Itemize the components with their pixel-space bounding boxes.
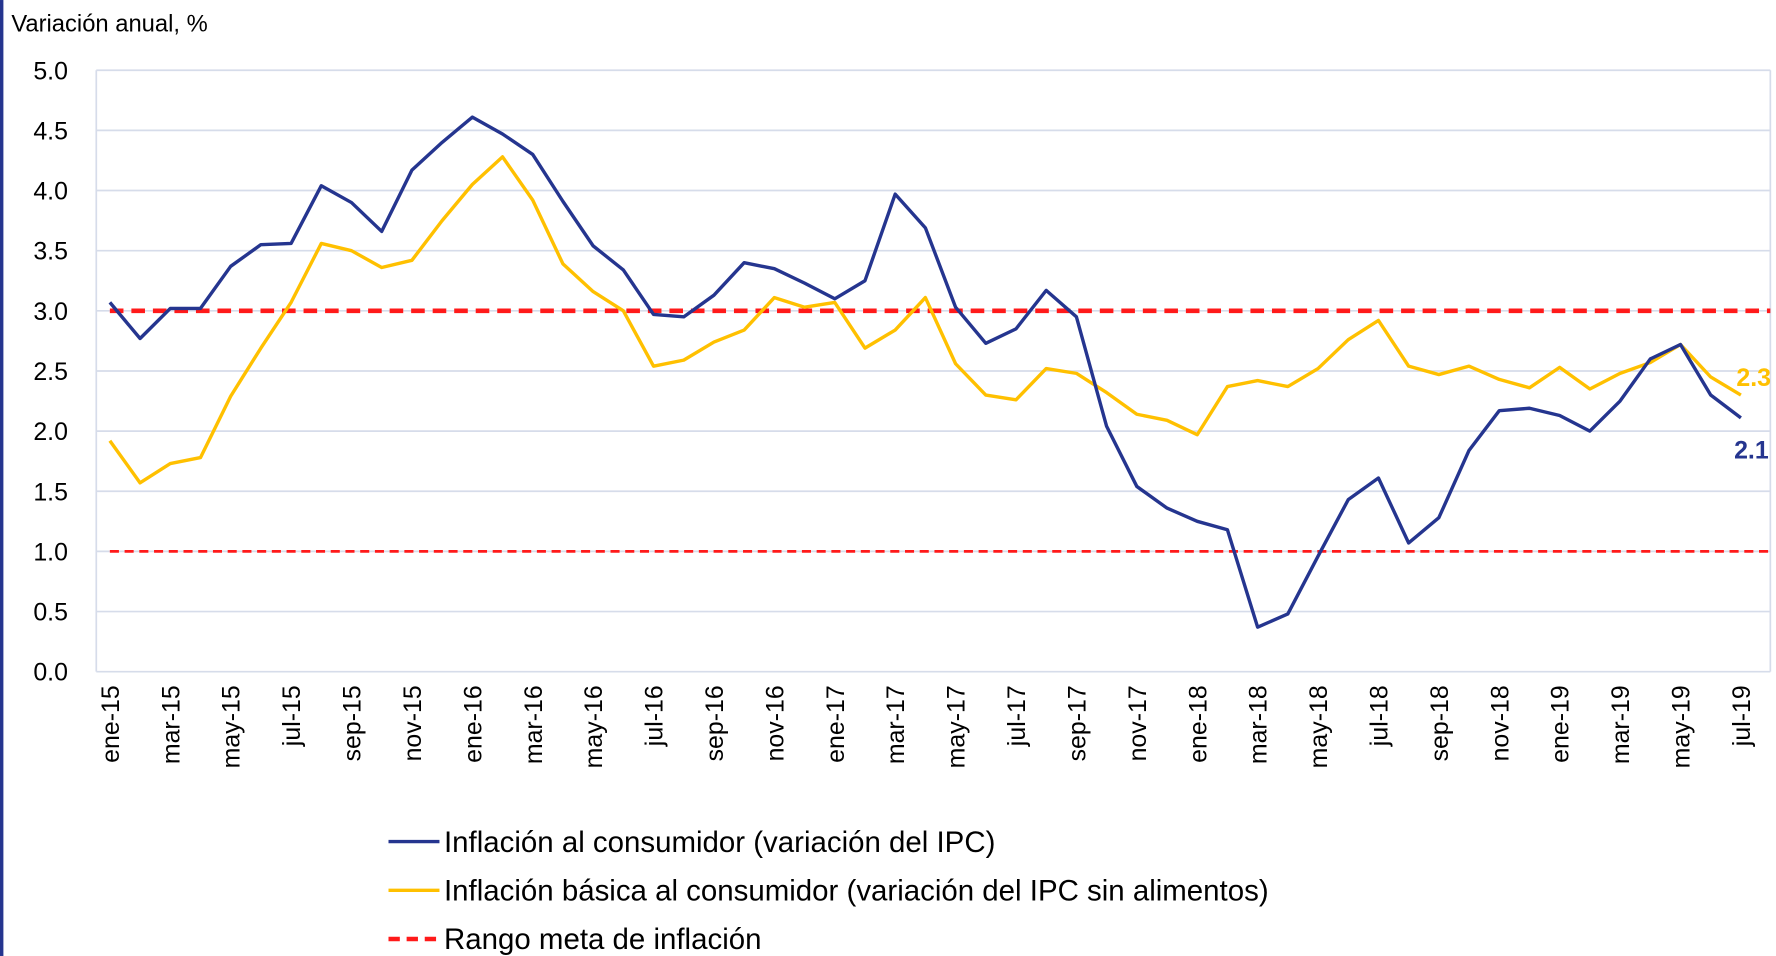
y-tick-label: 1.0 [33,538,68,566]
y-tick-label: 0.5 [33,599,68,627]
x-tick-label: mar-16 [520,685,548,764]
y-tick-label: 1.5 [33,478,68,506]
x-tick-label: jul-15 [278,685,306,747]
x-tick-label: mar-15 [157,685,185,764]
x-tick-label: may-17 [943,685,971,768]
x-tick-label: mar-19 [1607,685,1635,764]
x-tick-label: sep-17 [1063,685,1091,761]
x-tick-label: ene-18 [1184,685,1212,763]
x-tick-label: mar-17 [882,685,910,764]
end-label: 2.1 [1734,437,1769,465]
y-tick-label: 0.0 [33,659,68,687]
y-tick-label: 3.0 [33,298,68,326]
x-tick-label: ene-16 [459,685,487,763]
y-tick-label: 2.5 [33,358,68,386]
x-tick-label: jul-16 [641,685,669,747]
x-tick-label: may-16 [580,685,608,768]
end-label: 2.3 [1736,364,1771,392]
x-tick-label: ene-17 [822,685,850,763]
left-border [0,0,4,956]
x-tick-label: jul-19 [1728,685,1756,747]
x-tick-label: ene-15 [97,685,125,763]
x-tick-label: sep-15 [339,685,367,761]
series-line [108,115,1742,629]
legend-label: Inflación al consumidor (variación del I… [444,826,995,859]
y-tick-label: 4.0 [33,178,68,206]
y-tick-label: 3.5 [33,238,68,266]
legend-label: Inflación básica al consumidor (variació… [444,874,1269,907]
y-axis-label: Variación anual, % [11,11,207,38]
legend-label: Rango meta de inflación [444,923,761,956]
series-line [108,155,1742,485]
y-tick-label: 2.0 [33,418,68,446]
x-tick-label: sep-16 [701,685,729,761]
x-tick-label: jul-17 [1003,685,1031,747]
x-tick-label: nov-15 [399,685,427,761]
x-tick-label: may-19 [1668,685,1696,768]
x-tick-label: ene-19 [1547,685,1575,763]
x-tick-label: nov-18 [1486,685,1514,761]
x-tick-label: sep-18 [1426,685,1454,761]
x-tick-label: nov-17 [1124,685,1152,761]
x-tick-label: may-18 [1305,685,1333,768]
y-tick-label: 5.0 [33,57,68,85]
x-tick-label: may-15 [218,685,246,768]
y-tick-label: 4.5 [33,117,68,145]
x-tick-label: jul-18 [1366,685,1394,747]
x-tick-label: nov-16 [761,685,789,761]
x-tick-label: mar-18 [1245,685,1273,764]
